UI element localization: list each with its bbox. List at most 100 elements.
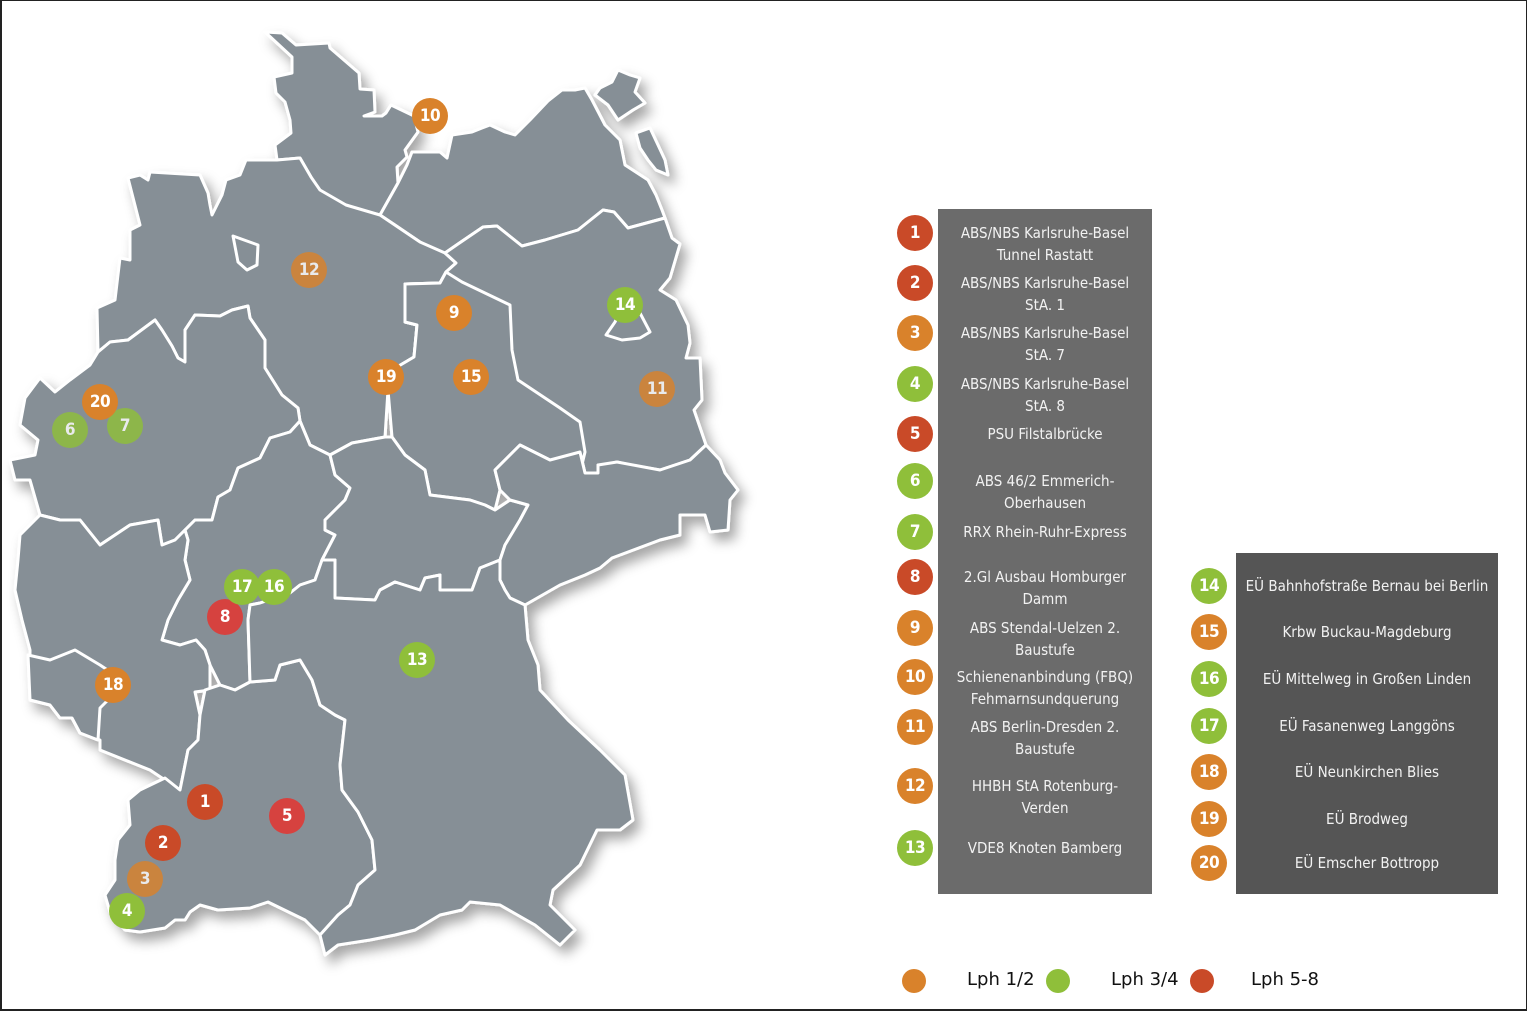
legend-label-line: EÜ Brodweg — [1326, 810, 1408, 828]
legend-badge-3: 3 — [897, 315, 933, 351]
legend-label-17: EÜ Fasanenweg Langgöns — [1236, 715, 1498, 737]
legend-label-4: ABS/NBS Karlsruhe-Basel StA. 8 — [938, 373, 1152, 417]
legend-label-5: PSU Filstalbrücke — [938, 423, 1152, 445]
legend-label-line: Fehmarnsundquerung — [970, 690, 1120, 708]
legend-badge-16: 16 — [1191, 661, 1227, 697]
map-marker-4[interactable]: 4 — [109, 893, 145, 929]
state-bayern — [246, 558, 635, 957]
legend-label-12: HHBH StA Rotenburg- Verden — [938, 775, 1152, 819]
legend-label-line: Baustufe — [1014, 641, 1075, 659]
legend-label-9: ABS Stendal-Uelzen 2. Baustufe — [938, 617, 1152, 661]
legend-label-18: EÜ Neunkirchen Blies — [1236, 761, 1498, 783]
legend-label-1: ABS/NBS Karlsruhe-Basel Tunnel Rastatt — [938, 222, 1152, 266]
legend-label-line: StA. 1 — [1025, 296, 1065, 314]
bremen-hole — [231, 234, 260, 272]
legend-label-line: StA. 8 — [1025, 397, 1065, 415]
legend-label-line: Verden — [1021, 799, 1069, 817]
legend-badge-20: 20 — [1191, 845, 1227, 881]
legend-label-14: EÜ Bahnhofstraße Bernau bei Berlin — [1236, 575, 1498, 597]
map-marker-11[interactable]: 11 — [639, 371, 675, 407]
legend-label-line: ABS 46/2 Emmerich- — [975, 472, 1115, 490]
legend-badge-2: 2 — [897, 265, 933, 301]
legend-label-line: Damm — [1022, 590, 1068, 608]
legend-label-line: ABS/NBS Karlsruhe-Basel — [960, 324, 1130, 342]
project-legend-panel-right — [1236, 553, 1498, 894]
map-marker-10[interactable]: 10 — [412, 98, 448, 134]
legend-badge-8: 8 — [897, 559, 933, 595]
phase-key-dot-lph12 — [902, 969, 926, 993]
legend-badge-10: 10 — [897, 659, 933, 695]
map-marker-16[interactable]: 16 — [256, 569, 292, 605]
legend-badge-7: 7 — [897, 514, 933, 550]
legend-badge-15: 15 — [1191, 614, 1227, 650]
legend-label-line: 2.Gl Ausbau Homburger — [963, 568, 1127, 586]
states-group — [8, 30, 740, 957]
legend-label-3: ABS/NBS Karlsruhe-Basel StA. 7 — [938, 322, 1152, 366]
legend-badge-12: 12 — [897, 768, 933, 804]
map-marker-9[interactable]: 9 — [436, 295, 472, 331]
legend-label-16: EÜ Mittelweg in Großen Linden — [1236, 668, 1498, 690]
state-schleswig-holstein — [263, 30, 420, 217]
state-saarland — [26, 648, 117, 742]
map-marker-14[interactable]: 14 — [607, 287, 643, 323]
legend-badge-4: 4 — [897, 366, 933, 402]
legend-label-line: Tunnel Rastatt — [996, 246, 1094, 264]
legend-label-line: ABS Stendal-Uelzen 2. — [969, 619, 1121, 637]
island-ruegen — [593, 68, 647, 122]
legend-label-line: Schienenanbindung (FBQ) — [956, 668, 1134, 686]
legend-label-8: 2.Gl Ausbau Homburger Damm — [938, 566, 1152, 610]
map-marker-17[interactable]: 17 — [224, 569, 260, 605]
legend-label-line: RRX Rhein-Ruhr-Express — [963, 523, 1127, 541]
legend-label-2: ABS/NBS Karlsruhe-Basel StA. 1 — [938, 272, 1152, 316]
legend-label-line: EÜ Neunkirchen Blies — [1294, 763, 1440, 781]
legend-label-line: Baustufe — [1014, 740, 1075, 758]
phase-key-label-lph12: Lph 1/2 — [967, 969, 1035, 990]
phase-key-dot-lph34 — [1046, 969, 1070, 993]
legend-label-line: ABS/NBS Karlsruhe-Basel — [960, 375, 1130, 393]
legend-label-6: ABS 46/2 Emmerich- Oberhausen — [938, 470, 1152, 514]
map-marker-3[interactable]: 3 — [127, 861, 163, 897]
legend-badge-9: 9 — [897, 610, 933, 646]
map-marker-2[interactable]: 2 — [145, 825, 181, 861]
legend-label-11: ABS Berlin-Dresden 2. Baustufe — [938, 716, 1152, 760]
legend-badge-11: 11 — [897, 709, 933, 745]
legend-label-line: HHBH StA Rotenburg- — [971, 777, 1119, 795]
legend-badge-18: 18 — [1191, 754, 1227, 790]
legend-label-line: ABS/NBS Karlsruhe-Basel — [960, 274, 1130, 292]
legend-label-line: EÜ Bahnhofstraße Bernau bei Berlin — [1245, 577, 1489, 595]
map-marker-13[interactable]: 13 — [399, 642, 435, 678]
map-marker-8[interactable]: 8 — [207, 599, 243, 635]
map-marker-6[interactable]: 6 — [52, 412, 88, 448]
project-legend-panel-left — [938, 209, 1152, 894]
legend-label-line: PSU Filstalbrücke — [987, 425, 1103, 443]
legend-label-15: Krbw Buckau-Magdeburg — [1236, 621, 1498, 643]
state-rheinland-pfalz — [13, 513, 212, 792]
map-marker-20[interactable]: 20 — [82, 384, 118, 420]
legend-badge-14: 14 — [1191, 568, 1227, 604]
legend-badge-13: 13 — [897, 830, 933, 866]
map-marker-1[interactable]: 1 — [187, 784, 223, 820]
map-marker-15[interactable]: 15 — [453, 359, 489, 395]
legend-badge-6: 6 — [897, 463, 933, 499]
legend-badge-5: 5 — [897, 416, 933, 452]
legend-label-line: Oberhausen — [1003, 494, 1087, 512]
map-marker-12[interactable]: 12 — [291, 252, 327, 288]
legend-label-line: VDE8 Knoten Bamberg — [967, 839, 1123, 857]
state-sachsen — [493, 443, 740, 607]
legend-label-7: RRX Rhein-Ruhr-Express — [938, 521, 1152, 543]
legend-label-line: StA. 7 — [1025, 346, 1065, 364]
legend-badge-17: 17 — [1191, 708, 1227, 744]
legend-label-line: ABS Berlin-Dresden 2. — [970, 718, 1120, 736]
legend-badge-19: 19 — [1191, 801, 1227, 837]
map-marker-18[interactable]: 18 — [95, 667, 131, 703]
legend-label-19: EÜ Brodweg — [1236, 808, 1498, 830]
map-marker-19[interactable]: 19 — [368, 359, 404, 395]
map-marker-5[interactable]: 5 — [269, 798, 305, 834]
phase-key-label-lph34: Lph 3/4 — [1111, 969, 1179, 990]
legend-label-line: EÜ Emscher Bottropp — [1294, 854, 1440, 872]
germany-map — [8, 30, 740, 957]
phase-key-label-lph58: Lph 5-8 — [1251, 969, 1319, 990]
phase-key-dot-lph58 — [1190, 969, 1214, 993]
island-usedom — [634, 126, 670, 177]
